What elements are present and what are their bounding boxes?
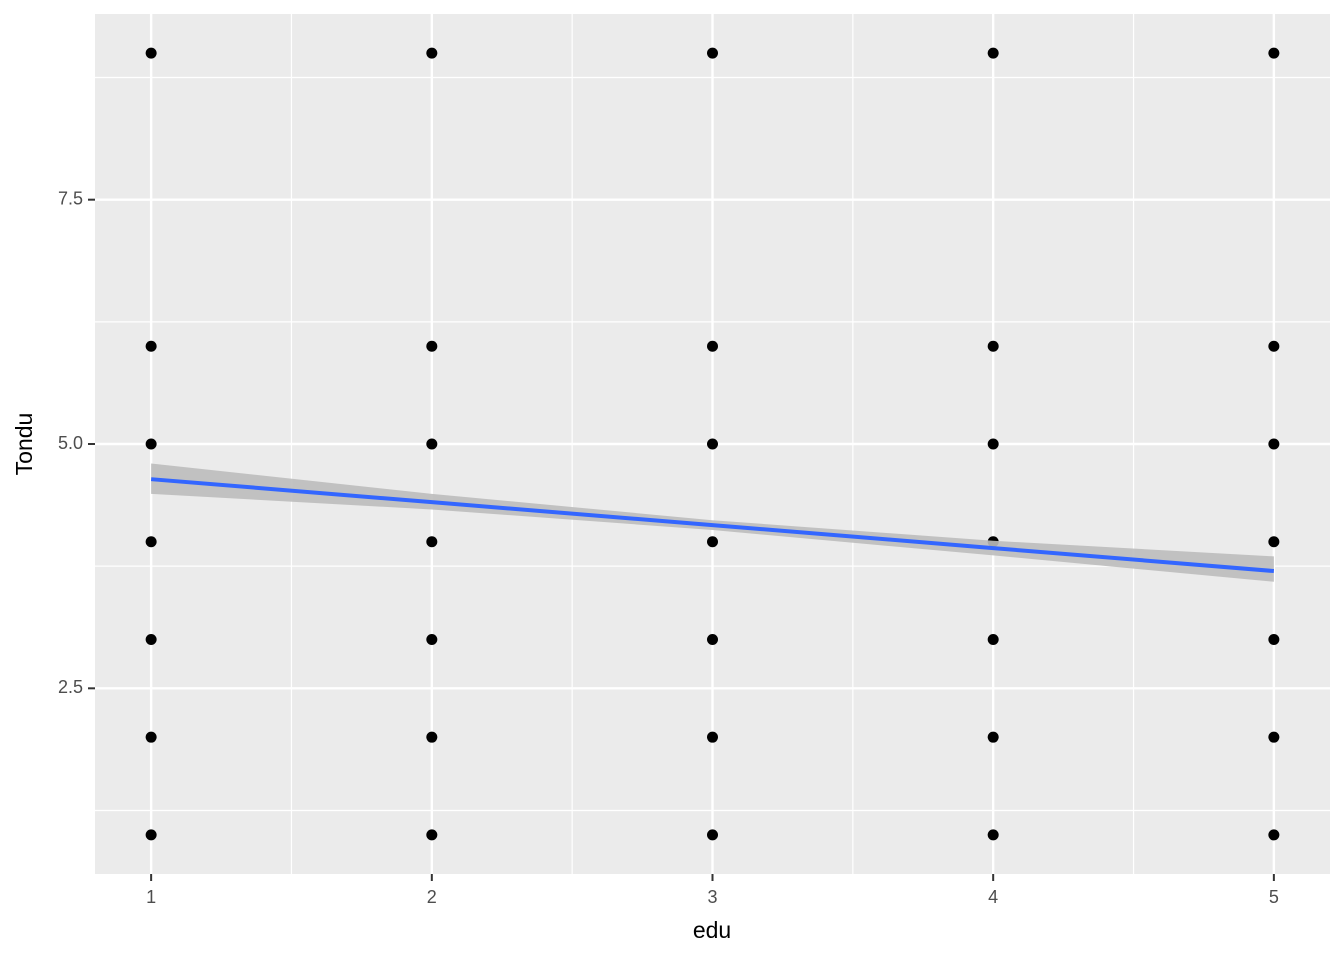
point bbox=[426, 633, 438, 645]
point bbox=[1268, 829, 1280, 841]
point bbox=[707, 829, 718, 841]
point bbox=[145, 438, 157, 450]
point bbox=[426, 438, 438, 450]
point bbox=[987, 438, 999, 450]
point bbox=[707, 438, 718, 450]
point bbox=[145, 536, 157, 548]
point bbox=[707, 47, 718, 59]
point bbox=[987, 340, 999, 352]
x-tick-label: 5 bbox=[1269, 887, 1279, 907]
x-tick-label: 1 bbox=[146, 887, 156, 907]
y-tick-label: 7.5 bbox=[58, 188, 83, 208]
fit-line bbox=[150, 477, 1275, 574]
point bbox=[987, 47, 999, 59]
point bbox=[145, 829, 157, 841]
point bbox=[426, 340, 438, 352]
point bbox=[1268, 340, 1280, 352]
point bbox=[1268, 438, 1280, 450]
point bbox=[987, 829, 999, 841]
y-tick-label: 2.5 bbox=[58, 677, 83, 697]
y-axis-title: Tondu bbox=[11, 413, 37, 476]
point bbox=[145, 47, 157, 59]
y-tick-label: 5.0 bbox=[58, 433, 83, 453]
x-tick-label: 3 bbox=[707, 887, 717, 907]
x-tick-label: 2 bbox=[427, 887, 437, 907]
point bbox=[707, 340, 718, 352]
point bbox=[426, 536, 438, 548]
point bbox=[1268, 633, 1280, 645]
point bbox=[1268, 536, 1280, 548]
point bbox=[987, 731, 999, 743]
point bbox=[707, 731, 718, 743]
point bbox=[707, 536, 718, 548]
point bbox=[426, 47, 438, 59]
point bbox=[1268, 47, 1280, 59]
point bbox=[1268, 731, 1280, 743]
point bbox=[426, 829, 438, 841]
point bbox=[987, 633, 999, 645]
point bbox=[145, 340, 157, 352]
x-axis-title: edu bbox=[693, 917, 731, 943]
point bbox=[707, 633, 718, 645]
confidence-band bbox=[151, 463, 1274, 582]
point bbox=[145, 731, 157, 743]
point bbox=[426, 731, 438, 743]
point bbox=[145, 633, 157, 645]
x-tick-label: 4 bbox=[988, 887, 998, 907]
